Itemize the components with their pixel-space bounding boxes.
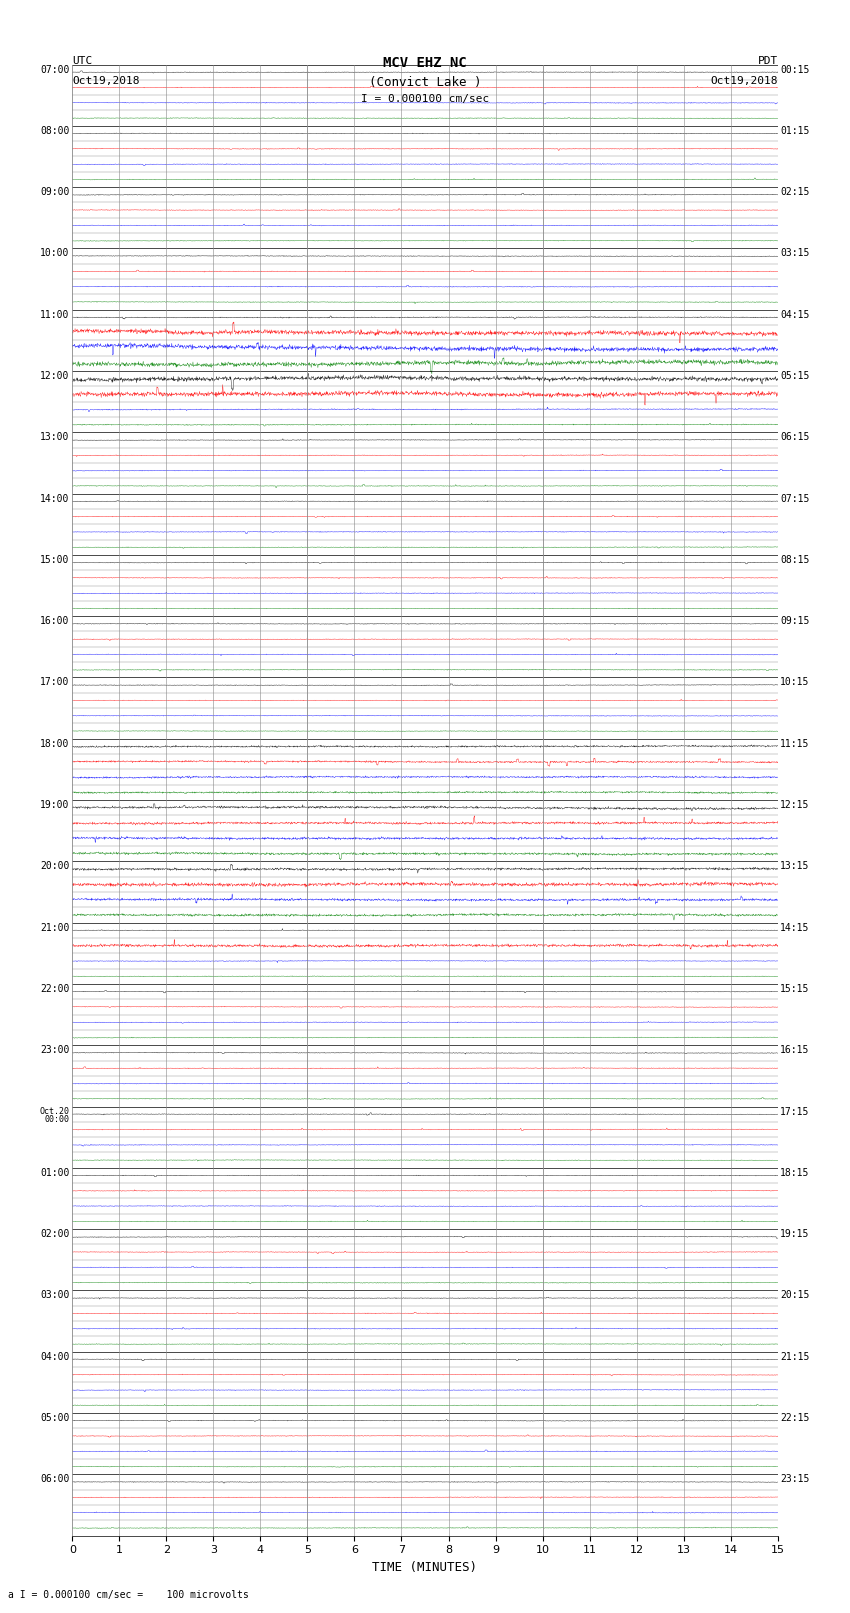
X-axis label: TIME (MINUTES): TIME (MINUTES) [372,1561,478,1574]
Text: 19:00: 19:00 [40,800,70,810]
Text: 11:15: 11:15 [780,739,810,748]
Text: 20:15: 20:15 [780,1290,810,1300]
Text: 16:00: 16:00 [40,616,70,626]
Text: 22:00: 22:00 [40,984,70,994]
Text: 21:15: 21:15 [780,1352,810,1361]
Text: 00:15: 00:15 [780,65,810,74]
Text: 15:00: 15:00 [40,555,70,565]
Text: 20:00: 20:00 [40,861,70,871]
Text: Oct.20
00:00: Oct.20 00:00 [40,1107,70,1124]
Text: 03:15: 03:15 [780,248,810,258]
Text: 05:00: 05:00 [40,1413,70,1423]
Text: MCV EHZ NC: MCV EHZ NC [383,56,467,71]
Text: 22:15: 22:15 [780,1413,810,1423]
Text: 01:00: 01:00 [40,1168,70,1177]
Text: 03:00: 03:00 [40,1290,70,1300]
Text: 14:00: 14:00 [40,494,70,503]
Text: 21:00: 21:00 [40,923,70,932]
Text: 17:00: 17:00 [40,677,70,687]
Text: 08:15: 08:15 [780,555,810,565]
Text: 05:15: 05:15 [780,371,810,381]
Text: 14:15: 14:15 [780,923,810,932]
Text: 06:00: 06:00 [40,1474,70,1484]
Text: 01:15: 01:15 [780,126,810,135]
Text: 10:00: 10:00 [40,248,70,258]
Text: 11:00: 11:00 [40,310,70,319]
Text: 07:00: 07:00 [40,65,70,74]
Text: Oct19,2018: Oct19,2018 [711,76,778,85]
Text: 09:15: 09:15 [780,616,810,626]
Text: I = 0.000100 cm/sec: I = 0.000100 cm/sec [361,94,489,103]
Text: (Convict Lake ): (Convict Lake ) [369,76,481,89]
Text: 18:15: 18:15 [780,1168,810,1177]
Text: 23:15: 23:15 [780,1474,810,1484]
Text: 13:00: 13:00 [40,432,70,442]
Text: 12:15: 12:15 [780,800,810,810]
Text: 13:15: 13:15 [780,861,810,871]
Text: 15:15: 15:15 [780,984,810,994]
Text: a I = 0.000100 cm/sec =    100 microvolts: a I = 0.000100 cm/sec = 100 microvolts [8,1590,249,1600]
Text: 18:00: 18:00 [40,739,70,748]
Text: 04:00: 04:00 [40,1352,70,1361]
Text: 23:00: 23:00 [40,1045,70,1055]
Text: 04:15: 04:15 [780,310,810,319]
Text: 02:00: 02:00 [40,1229,70,1239]
Text: 07:15: 07:15 [780,494,810,503]
Text: 12:00: 12:00 [40,371,70,381]
Text: 17:15: 17:15 [780,1107,810,1116]
Text: 09:00: 09:00 [40,187,70,197]
Text: Oct19,2018: Oct19,2018 [72,76,139,85]
Text: 10:15: 10:15 [780,677,810,687]
Text: 02:15: 02:15 [780,187,810,197]
Text: 08:00: 08:00 [40,126,70,135]
Text: 19:15: 19:15 [780,1229,810,1239]
Text: UTC: UTC [72,56,93,66]
Text: 16:15: 16:15 [780,1045,810,1055]
Text: PDT: PDT [757,56,778,66]
Text: 06:15: 06:15 [780,432,810,442]
